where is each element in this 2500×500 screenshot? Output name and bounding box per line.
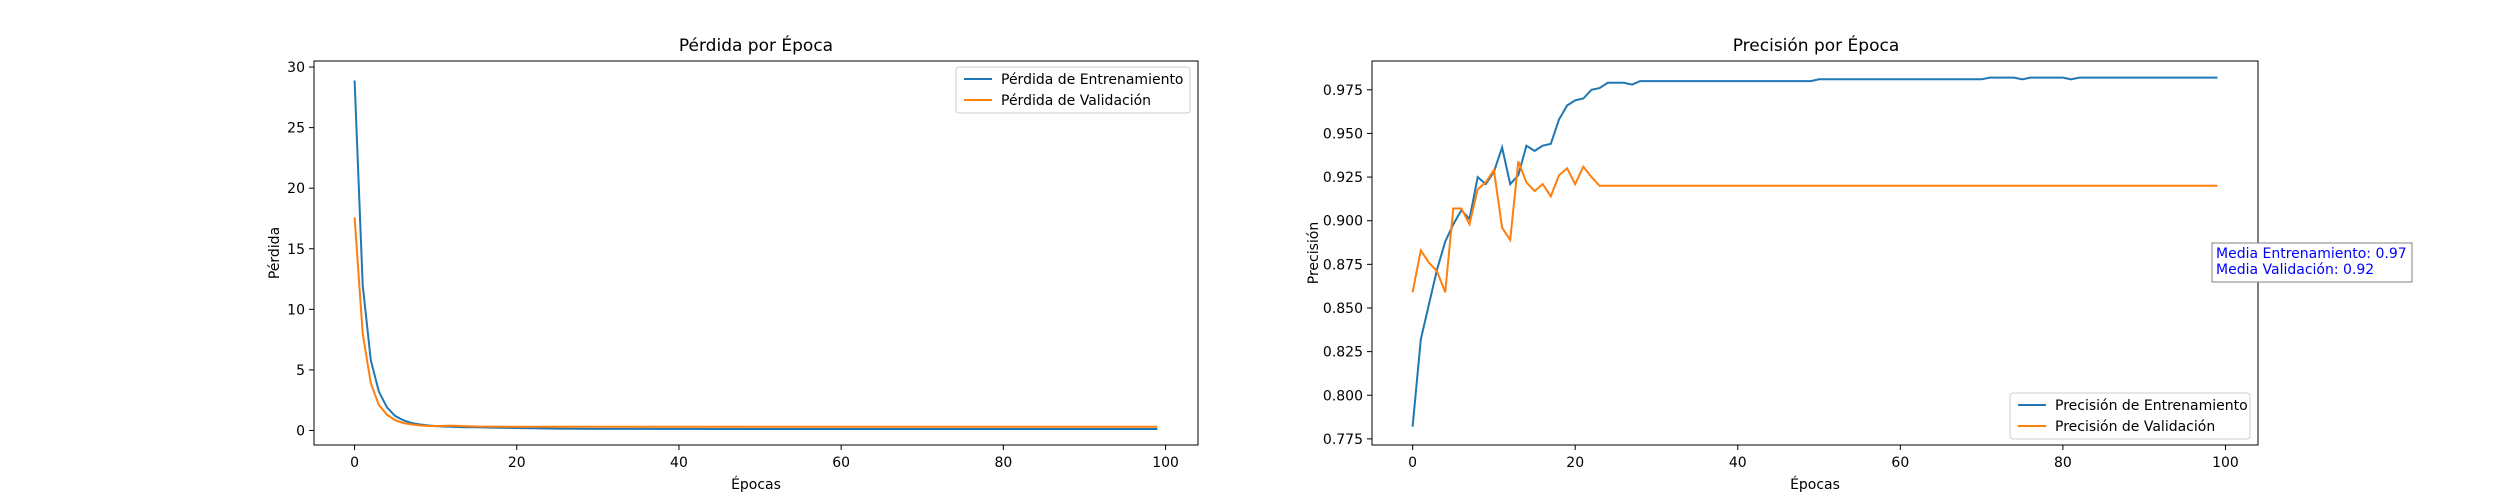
loss-ylabel: Pérdida [267,227,283,279]
loss-xtick-label: 40 [670,455,688,471]
accuracy-ytick-label: 0.850 [1323,301,1363,317]
accuracy-legend: Precisión de Entrenamiento Precisión de … [2009,392,2251,440]
accuracy-xtick-label: 0 [1408,455,1417,471]
loss-series-1-line [353,217,1158,428]
loss-axes-frame [313,60,1199,446]
loss-ytick-label: 20 [287,181,305,197]
accuracy-ylabel: Precisión [1306,222,1322,284]
loss-ytick-label: 5 [296,363,305,379]
accuracy-xtick-label: 20 [1566,455,1584,471]
loss-legend: Pérdida de Entrenamiento Pérdida de Vali… [955,66,1191,114]
loss-series-layer [353,80,1158,430]
accuracy-axes-frame [1371,60,2259,446]
mean-annotation: Media Entrenamiento: 0.97 Media Validaci… [2211,242,2413,283]
accuracy-legend-box [2009,392,2251,440]
accuracy-ticks-layer: 0 20 40 60 80 100 0.775 0.800 0.825 0.850 0.875 0.9… [1323,83,2239,471]
accuracy-ytick-label: 0.775 [1323,432,1363,448]
loss-xlabel: Épocas [731,476,781,493]
loss-series-0-line [353,80,1158,430]
loss-ticks-layer: 0 20 40 60 80 100 0 5 10 15 20 25 30 [287,60,1179,471]
loss-panel: Pérdida por Época 0 20 40 60 80 100 0 5 10 15 20 25… [267,34,1199,493]
loss-xtick-label: 100 [1152,455,1179,471]
loss-ytick-label: 10 [287,302,305,318]
loss-legend-box [955,66,1191,114]
loss-ytick-label: 30 [287,60,305,76]
accuracy-xtick-label: 60 [1891,455,1909,471]
accuracy-ytick-label: 0.900 [1323,214,1363,230]
accuracy-ytick-label: 0.800 [1323,388,1363,404]
accuracy-xlabel: Épocas [1790,476,1840,493]
accuracy-series-1-line [1411,161,2218,293]
mean-annotation-val: Media Validación: 0.92 [2216,262,2374,278]
loss-legend-train-label: Pérdida de Entrenamiento [1001,72,1184,88]
accuracy-ytick-label: 0.875 [1323,257,1363,273]
accuracy-legend-val-label: Precisión de Validación [2055,419,2215,435]
accuracy-xtick-label: 80 [2054,455,2072,471]
accuracy-series-layer [1411,76,2218,427]
accuracy-legend-train-label: Precisión de Entrenamiento [2055,398,2248,414]
mean-annotation-box [2211,242,2413,283]
loss-xtick-label: 80 [994,455,1012,471]
mean-annotation-train: Media Entrenamiento: 0.97 [2216,246,2407,262]
loss-ytick-label: 25 [287,121,305,137]
loss-xtick-label: 20 [508,455,526,471]
accuracy-ytick-label: 0.925 [1323,170,1363,186]
accuracy-series-0-line [1411,76,2218,427]
loss-ytick-label: 15 [287,242,305,258]
accuracy-ytick-label: 0.825 [1323,345,1363,361]
loss-ytick-label: 0 [296,423,305,439]
accuracy-xtick-label: 100 [2212,455,2239,471]
accuracy-ytick-label: 0.950 [1323,126,1363,142]
loss-title: Pérdida por Época [679,34,833,56]
loss-xtick-label: 60 [832,455,850,471]
accuracy-xtick-label: 40 [1729,455,1747,471]
accuracy-ytick-label: 0.975 [1323,83,1363,99]
accuracy-panel: Precisión por Época 0 20 40 60 80 100 0.775 0.8… [1306,34,2413,493]
accuracy-title: Precisión por Época [1733,34,1900,56]
loss-legend-val-label: Pérdida de Validación [1001,93,1151,109]
loss-xtick-label: 0 [350,455,359,471]
